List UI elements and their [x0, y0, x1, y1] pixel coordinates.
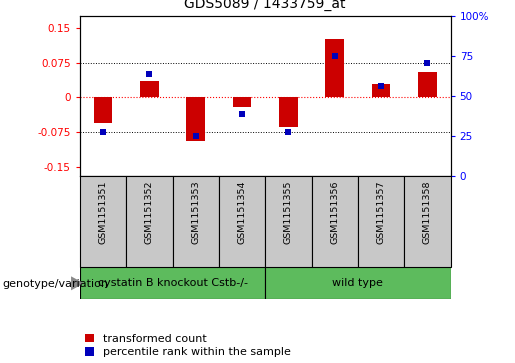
Text: GSM1151358: GSM1151358	[423, 181, 432, 244]
Text: GSM1151355: GSM1151355	[284, 181, 293, 244]
Legend: transformed count, percentile rank within the sample: transformed count, percentile rank withi…	[85, 334, 291, 358]
Polygon shape	[71, 276, 84, 290]
Bar	[358, 176, 404, 267]
Point	[377, 83, 385, 89]
Bar	[418, 72, 437, 97]
Point	[423, 60, 432, 66]
Text: cystatin B knockout Cstb-/-: cystatin B knockout Cstb-/-	[97, 278, 248, 288]
Bar	[233, 97, 251, 107]
Title: GDS5089 / 1433759_at: GDS5089 / 1433759_at	[184, 0, 346, 11]
Point	[99, 129, 107, 135]
Point	[192, 133, 200, 139]
Bar	[265, 267, 451, 299]
Point	[331, 53, 339, 58]
Bar	[279, 97, 298, 127]
Point	[238, 111, 246, 117]
Bar	[80, 176, 126, 267]
Bar	[126, 176, 173, 267]
Bar	[372, 84, 390, 97]
Bar	[219, 176, 265, 267]
Bar	[173, 176, 219, 267]
Bar	[94, 97, 112, 123]
Bar	[404, 176, 451, 267]
Text: GSM1151353: GSM1151353	[191, 181, 200, 244]
Bar	[186, 97, 205, 141]
Text: GSM1151356: GSM1151356	[330, 181, 339, 244]
Bar	[140, 81, 159, 97]
Bar	[265, 176, 312, 267]
Text: GSM1151351: GSM1151351	[98, 181, 108, 244]
Text: GSM1151354: GSM1151354	[237, 181, 247, 244]
Bar	[325, 40, 344, 97]
Text: GSM1151352: GSM1151352	[145, 181, 154, 244]
Text: genotype/variation: genotype/variation	[3, 279, 109, 289]
Bar	[80, 267, 265, 299]
Bar	[312, 176, 358, 267]
Text: wild type: wild type	[333, 278, 383, 288]
Text: GSM1151357: GSM1151357	[376, 181, 386, 244]
Point	[145, 71, 153, 77]
Point	[284, 129, 293, 135]
